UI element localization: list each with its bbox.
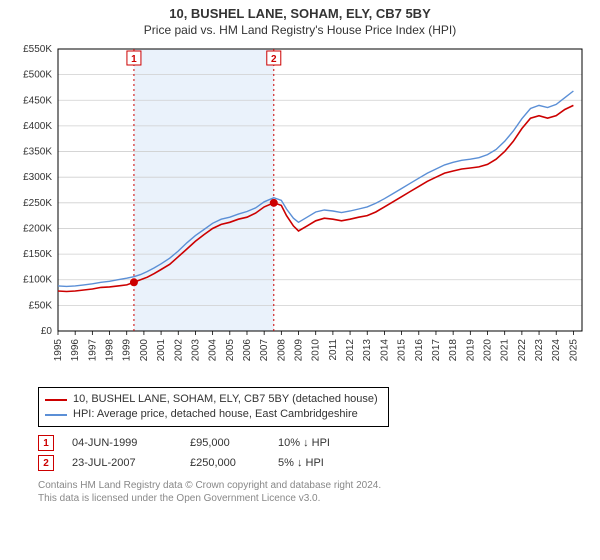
svg-text:2020: 2020	[483, 339, 494, 362]
svg-text:2000: 2000	[139, 339, 150, 362]
svg-text:£350K: £350K	[23, 147, 52, 158]
legend-swatch	[45, 414, 67, 416]
sale-price: £250,000	[190, 457, 260, 469]
sale-price: £95,000	[190, 437, 260, 449]
svg-text:2006: 2006	[242, 339, 253, 362]
legend-text: HPI: Average price, detached house, East…	[73, 407, 358, 422]
svg-text:2023: 2023	[534, 339, 545, 362]
svg-text:1: 1	[131, 54, 137, 65]
svg-text:2007: 2007	[259, 339, 270, 362]
chart-svg: £0 £50K £100K £150K £200K £250K £300K £350K £400…	[10, 41, 590, 381]
legend-box: 10, BUSHEL LANE, SOHAM, ELY, CB7 5BY (de…	[38, 387, 389, 427]
svg-text:£200K: £200K	[23, 223, 52, 234]
svg-text:2015: 2015	[397, 339, 408, 362]
sale-date: 23-JUL-2007	[72, 457, 172, 469]
sale-marker: 1	[38, 435, 54, 451]
sale-delta: 5% ↓ HPI	[278, 457, 368, 469]
svg-text:2010: 2010	[311, 339, 322, 362]
sales-table: 1 04-JUN-1999 £95,000 10% ↓ HPI 2 23-JUL-2007…	[38, 433, 600, 473]
sale-delta: 10% ↓ HPI	[278, 437, 368, 449]
attribution-line: Contains HM Land Registry data © Crown c…	[38, 479, 600, 492]
attribution: Contains HM Land Registry data © Crown c…	[38, 479, 600, 505]
svg-text:£50K: £50K	[29, 300, 53, 311]
svg-text:£400K: £400K	[23, 121, 52, 132]
svg-text:2018: 2018	[448, 339, 459, 362]
page-title: 10, BUSHEL LANE, SOHAM, ELY, CB7 5BY	[0, 6, 600, 21]
page-subtitle: Price paid vs. HM Land Registry's House …	[0, 23, 600, 37]
svg-text:2013: 2013	[362, 339, 373, 362]
svg-text:2022: 2022	[517, 339, 528, 362]
sale-row: 2 23-JUL-2007 £250,000 5% ↓ HPI	[38, 453, 600, 473]
svg-text:£500K: £500K	[23, 70, 52, 81]
svg-text:£0: £0	[41, 326, 53, 337]
svg-text:2008: 2008	[276, 339, 287, 362]
svg-text:1997: 1997	[87, 339, 98, 362]
legend-row: HPI: Average price, detached house, East…	[45, 407, 378, 422]
sale-row: 1 04-JUN-1999 £95,000 10% ↓ HPI	[38, 433, 600, 453]
svg-text:2005: 2005	[225, 339, 236, 362]
legend-row: 10, BUSHEL LANE, SOHAM, ELY, CB7 5BY (de…	[45, 392, 378, 407]
svg-text:£250K: £250K	[23, 198, 52, 209]
svg-text:1999: 1999	[122, 339, 133, 362]
svg-text:2016: 2016	[414, 339, 425, 362]
svg-text:2019: 2019	[465, 339, 476, 362]
legend-text: 10, BUSHEL LANE, SOHAM, ELY, CB7 5BY (de…	[73, 392, 378, 407]
svg-text:£100K: £100K	[23, 275, 52, 286]
svg-text:£300K: £300K	[23, 172, 52, 183]
sale-date: 04-JUN-1999	[72, 437, 172, 449]
svg-text:2014: 2014	[379, 339, 390, 362]
svg-text:2002: 2002	[173, 339, 184, 362]
svg-text:2025: 2025	[568, 339, 579, 362]
svg-text:2001: 2001	[156, 339, 167, 362]
svg-text:1995: 1995	[53, 339, 64, 362]
svg-text:1996: 1996	[70, 339, 81, 362]
svg-text:1998: 1998	[105, 339, 116, 362]
svg-text:2017: 2017	[431, 339, 442, 362]
price-chart: £0 £50K £100K £150K £200K £250K £300K £350K £400…	[10, 41, 590, 381]
svg-text:2021: 2021	[500, 339, 511, 362]
svg-text:2011: 2011	[328, 339, 339, 361]
svg-text:2003: 2003	[190, 339, 201, 362]
attribution-line: This data is licensed under the Open Gov…	[38, 492, 600, 505]
sale-marker: 2	[38, 455, 54, 471]
svg-text:£150K: £150K	[23, 249, 52, 260]
svg-text:2004: 2004	[208, 339, 219, 362]
svg-text:2024: 2024	[551, 339, 562, 362]
svg-text:2: 2	[271, 54, 277, 65]
svg-text:£550K: £550K	[23, 44, 52, 55]
svg-text:2012: 2012	[345, 339, 356, 362]
svg-text:2009: 2009	[294, 339, 305, 362]
legend-swatch	[45, 399, 67, 401]
svg-text:£450K: £450K	[23, 95, 52, 106]
